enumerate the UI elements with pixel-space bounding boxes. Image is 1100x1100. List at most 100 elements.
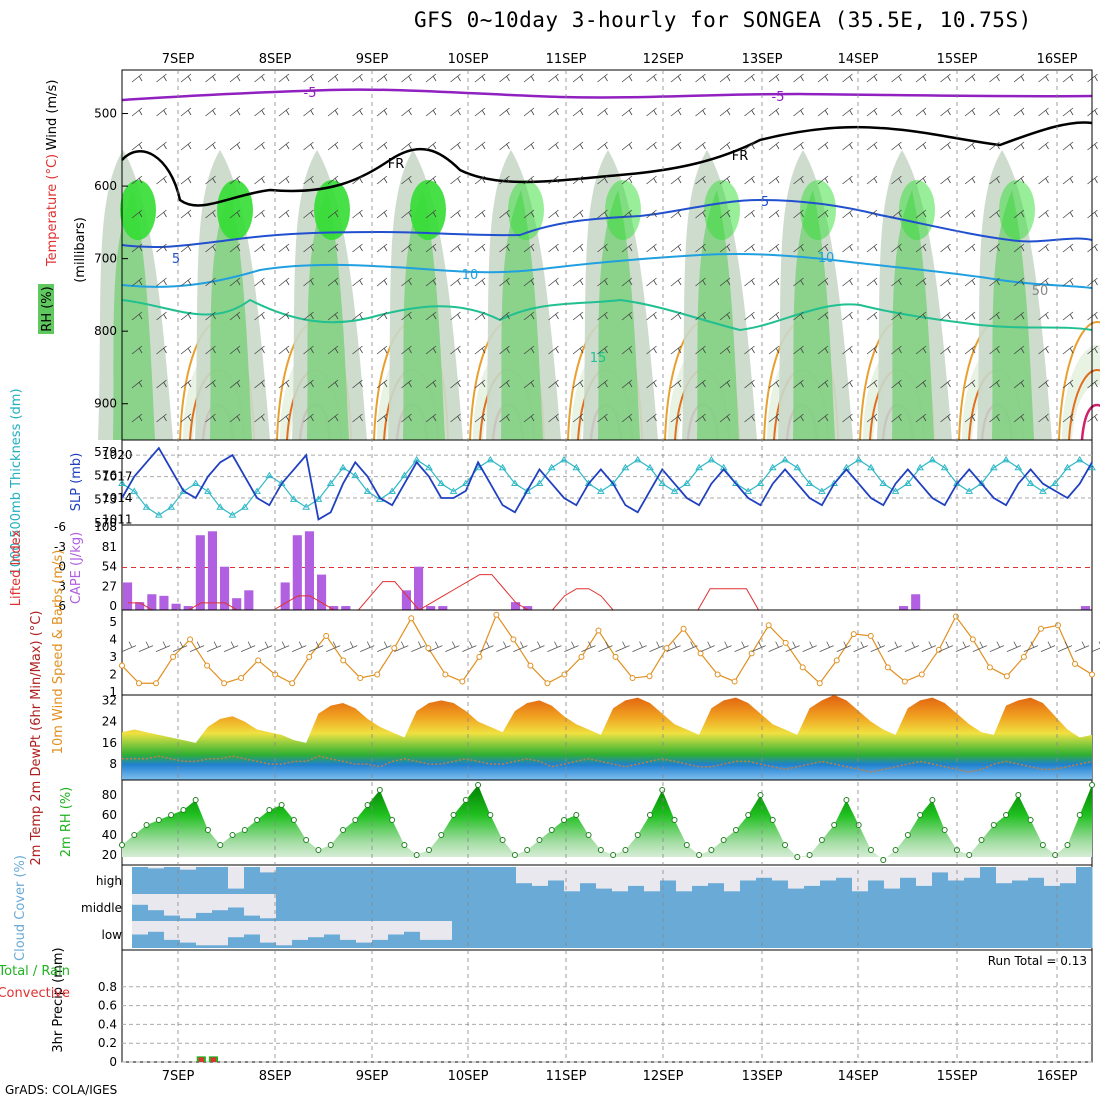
wind-barb xyxy=(254,413,265,423)
wind-barb xyxy=(499,243,510,253)
thickness-point xyxy=(400,471,409,479)
wind-barb xyxy=(646,345,657,355)
wind-barb xyxy=(1013,107,1025,117)
thickness-point xyxy=(388,487,397,494)
thickness-point xyxy=(154,511,163,518)
wind-barb-10m xyxy=(292,641,307,652)
rh-shade-green xyxy=(307,190,349,440)
wind-barb xyxy=(597,209,608,219)
wind-barb xyxy=(1013,243,1025,253)
pressure-tick-700: 700 xyxy=(94,252,117,266)
date-label-top-15SEP: 15SEP xyxy=(937,52,978,67)
thickness-point xyxy=(1075,455,1084,463)
wind-barb xyxy=(499,413,510,423)
wind-barb xyxy=(425,107,437,117)
wind-barb xyxy=(817,311,829,321)
wind-speed-point xyxy=(782,639,789,646)
wind-barb xyxy=(401,107,412,117)
wind-barb xyxy=(254,379,265,389)
cloud-cell-high xyxy=(724,891,741,894)
wind-barb xyxy=(1038,413,1049,423)
wind-barb xyxy=(474,345,486,355)
cloud-cell-high xyxy=(756,877,773,894)
cloud-cell-low xyxy=(628,921,645,948)
wind-barb xyxy=(450,73,461,83)
wind-barb-10m xyxy=(734,641,749,652)
wind-barb xyxy=(229,277,241,287)
cloud-cell-low xyxy=(180,942,197,948)
cape-bar xyxy=(438,606,448,610)
contour-label-4: 15 xyxy=(590,351,607,366)
rh-tick-80: 80 xyxy=(102,788,117,802)
wind-barb xyxy=(523,73,535,83)
rh-shade-green xyxy=(697,190,739,440)
wind-barb xyxy=(229,107,241,117)
wind-barb xyxy=(964,209,976,219)
cloud-cell-middle xyxy=(868,894,885,921)
wind-speed-point xyxy=(697,650,704,657)
thickness-point xyxy=(989,463,998,471)
cloud-cell-middle xyxy=(244,915,261,921)
thickness-point xyxy=(1063,463,1072,471)
wind-barb xyxy=(474,277,486,287)
cloud-cell-low xyxy=(148,931,165,948)
lifted-index-label: Lifted Index xyxy=(9,529,24,606)
wind-barb xyxy=(180,311,192,321)
convective-bar xyxy=(210,1057,216,1062)
wind-barb xyxy=(156,209,167,219)
cape-bar xyxy=(304,531,314,610)
thickness-panel-frame xyxy=(121,439,1093,526)
wind-barb xyxy=(768,277,780,287)
wind-barb-10m xyxy=(394,641,409,652)
wind-barb xyxy=(450,345,461,355)
wind-barb xyxy=(646,73,657,83)
cloud-cell-high xyxy=(228,888,245,894)
cloud-cell-high xyxy=(180,869,197,894)
rh-point xyxy=(1064,842,1071,848)
wind-speed-point xyxy=(595,627,602,634)
cloud-cell-low xyxy=(612,921,629,948)
wind-barb-10m xyxy=(989,641,1005,652)
rh-legend-swatch xyxy=(38,284,54,334)
wind-barb xyxy=(989,379,1000,389)
wind-barb xyxy=(646,379,657,389)
wind-barb xyxy=(793,175,804,185)
cloud-cell-middle xyxy=(468,894,485,921)
wind-barb xyxy=(572,175,584,185)
rh-shade-white xyxy=(1072,385,1100,440)
thickness-point xyxy=(1026,479,1035,487)
wind-barb xyxy=(474,379,486,389)
wind-barb xyxy=(278,175,290,185)
wind-barb xyxy=(597,311,608,321)
temp-contour-25 xyxy=(1080,403,1100,441)
cape-label: CAPE (J/kg) xyxy=(69,532,84,604)
cloud-cell-low xyxy=(324,934,341,948)
wind-barb xyxy=(327,141,339,151)
wind-barb xyxy=(964,175,976,185)
wind-barb xyxy=(131,277,143,287)
wind-barb xyxy=(352,107,363,117)
rh-point xyxy=(524,847,531,853)
cloud-cell-high xyxy=(500,867,517,894)
rh-shade-bright xyxy=(410,180,446,240)
wind-barb xyxy=(817,277,829,287)
wind-speed-point xyxy=(544,680,551,687)
cloud-cell-high xyxy=(532,885,549,894)
rh-point xyxy=(438,832,445,838)
thickness-point xyxy=(142,503,151,510)
wind-barb xyxy=(964,73,976,83)
wind-barb xyxy=(548,277,559,287)
wind-barb-10m xyxy=(632,641,647,652)
cloud-cell-high xyxy=(948,880,965,894)
cloud-cell-bg xyxy=(884,867,901,894)
rh-point xyxy=(475,782,482,788)
wind-speed-point xyxy=(663,645,670,652)
thickness-point xyxy=(572,463,581,471)
cloud-cell-middle xyxy=(276,894,293,921)
rh-point xyxy=(303,837,310,843)
rh-point xyxy=(352,817,359,823)
thickness-point xyxy=(351,471,360,479)
wind-barb xyxy=(964,311,976,321)
wind-barb xyxy=(744,209,755,219)
wind-barb xyxy=(254,311,265,321)
